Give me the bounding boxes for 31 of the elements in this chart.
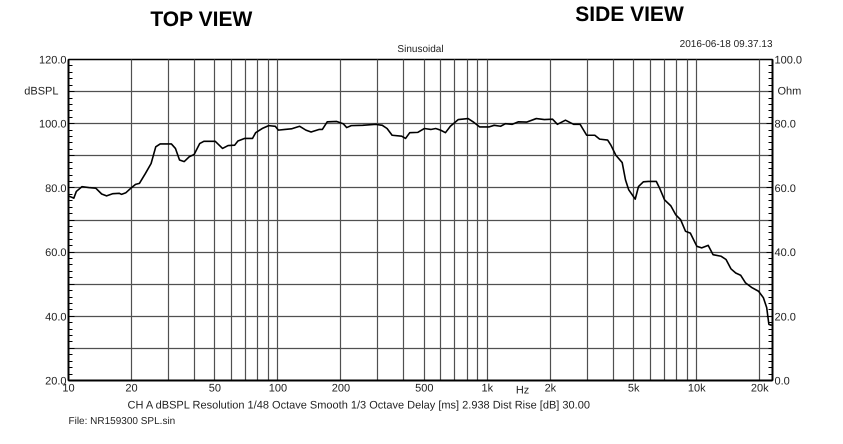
- x-tick-label: 2k: [544, 382, 557, 394]
- text: 2016-06-18 09.37.13: [680, 39, 773, 50]
- y-tick-label: 120.0: [38, 54, 67, 66]
- x-tick-label: 20k: [750, 382, 770, 394]
- x-tick-label: 10k: [688, 382, 706, 394]
- y-tick-label: 40.0: [45, 311, 67, 324]
- x-tick-label: 10: [62, 382, 75, 394]
- text: CH A dBSPL Resolution 1/48 Octave Smooth 1/3 Octave Delay [ms] 2.938 Dist Rise [dB] 30.00: [128, 400, 590, 412]
- y-tick-label: 80.0: [45, 182, 67, 195]
- y-tick-label: 100.0: [38, 118, 67, 131]
- x-tick-label: 20: [125, 382, 138, 394]
- text: SIDE VIEW: [575, 3, 684, 26]
- chart-title: Sinusoidal: [397, 44, 444, 55]
- x-tick-label: 100: [268, 382, 288, 394]
- y2-tick-label: 20.0: [774, 311, 796, 324]
- x-tick-label: 1k: [482, 382, 494, 394]
- text: File: NR159300 SPL.sin: [68, 416, 176, 427]
- x-tick-label: 500: [415, 382, 434, 394]
- y-tick-label: 60.0: [45, 247, 67, 260]
- x-tick-label: 5k: [628, 382, 640, 394]
- y2-tick-label: 60.0: [774, 182, 796, 195]
- y2-tick-label: 80.0: [774, 118, 796, 131]
- y2-axis-title: Ohm: [778, 86, 802, 98]
- y2-tick-label: 40.0: [774, 247, 796, 260]
- x-axis-title: Hz: [516, 384, 530, 396]
- text: TOP VIEW: [150, 8, 252, 31]
- x-tick-label: 200: [332, 382, 350, 394]
- y2-tick-label: 0.0: [774, 376, 790, 388]
- x-tick-label: 50: [208, 382, 222, 394]
- y2-tick-label: 100.0: [774, 54, 802, 66]
- y-axis-title: dBSPL: [24, 86, 59, 98]
